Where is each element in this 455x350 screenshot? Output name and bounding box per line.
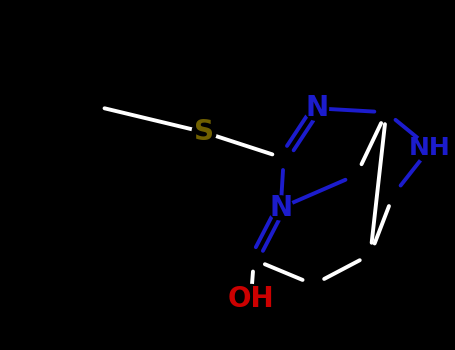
Circle shape: [269, 196, 293, 220]
Text: S: S: [194, 118, 214, 146]
Circle shape: [415, 133, 445, 163]
Text: N: N: [269, 194, 292, 222]
Circle shape: [236, 285, 266, 314]
Text: N: N: [305, 94, 328, 122]
Circle shape: [305, 96, 329, 120]
Circle shape: [192, 120, 216, 144]
Text: NH: NH: [409, 136, 451, 160]
Text: OH: OH: [228, 286, 274, 314]
